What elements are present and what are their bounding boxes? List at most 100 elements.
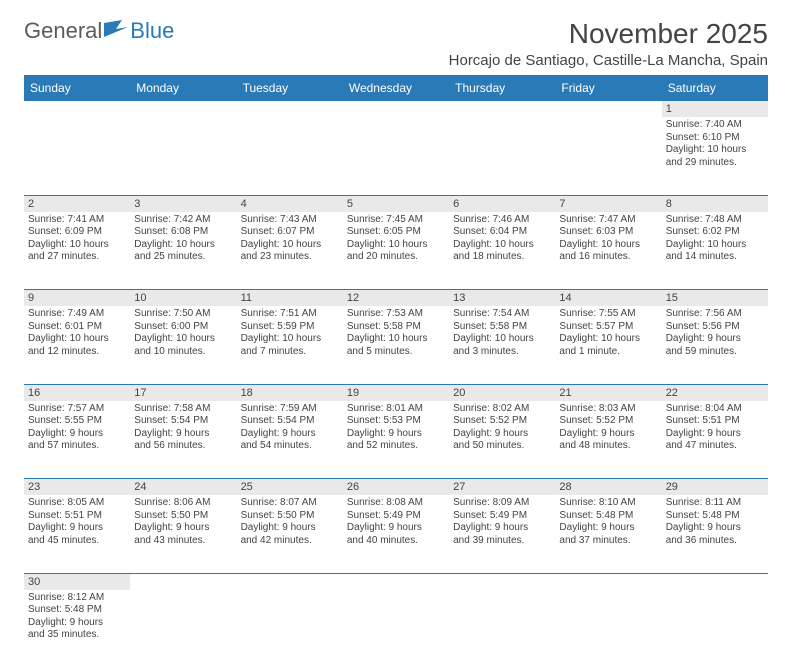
sunrise-text: Sunrise: 8:01 AM — [347, 403, 445, 416]
day-number — [237, 573, 343, 590]
sunset-text: Sunset: 5:54 PM — [241, 415, 339, 428]
daylight-text: Daylight: 10 hours — [134, 333, 232, 346]
sunset-text: Sunset: 5:49 PM — [453, 510, 551, 523]
sunrise-text: Sunrise: 8:03 AM — [559, 403, 657, 416]
day-number: 19 — [343, 384, 449, 401]
sunrise-text: Sunrise: 7:53 AM — [347, 308, 445, 321]
daylight-text: Daylight: 10 hours — [559, 333, 657, 346]
day-details: Sunrise: 7:55 AMSunset: 5:57 PMDaylight:… — [559, 308, 657, 358]
day-number — [24, 101, 130, 117]
day-cell: Sunrise: 8:05 AMSunset: 5:51 PMDaylight:… — [24, 495, 130, 573]
sunset-text: Sunset: 5:54 PM — [134, 415, 232, 428]
day-cell — [130, 590, 236, 668]
day-cell: Sunrise: 7:49 AMSunset: 6:01 PMDaylight:… — [24, 306, 130, 384]
day-cell — [237, 117, 343, 195]
sunrise-text: Sunrise: 7:50 AM — [134, 308, 232, 321]
day-cell — [555, 117, 661, 195]
daylight-text: Daylight: 9 hours — [666, 333, 764, 346]
sunset-text: Sunset: 5:52 PM — [453, 415, 551, 428]
sunset-text: Sunset: 6:04 PM — [453, 226, 551, 239]
day-cell: Sunrise: 7:43 AMSunset: 6:07 PMDaylight:… — [237, 212, 343, 290]
daylight-text: Daylight: 9 hours — [559, 522, 657, 535]
daylight-text: Daylight: 10 hours — [347, 333, 445, 346]
daylight-text: and 23 minutes. — [241, 251, 339, 264]
day-details: Sunrise: 8:12 AMSunset: 5:48 PMDaylight:… — [28, 592, 126, 642]
day-number: 21 — [555, 384, 661, 401]
title-block: November 2025 Horcajo de Santiago, Casti… — [449, 18, 768, 69]
sunset-text: Sunset: 5:51 PM — [28, 510, 126, 523]
daylight-text: Daylight: 9 hours — [559, 428, 657, 441]
day-details: Sunrise: 7:54 AMSunset: 5:58 PMDaylight:… — [453, 308, 551, 358]
day-cell: Sunrise: 7:57 AMSunset: 5:55 PMDaylight:… — [24, 401, 130, 479]
day-number — [662, 573, 768, 590]
day-details: Sunrise: 7:47 AMSunset: 6:03 PMDaylight:… — [559, 214, 657, 264]
day-details: Sunrise: 7:43 AMSunset: 6:07 PMDaylight:… — [241, 214, 339, 264]
week-row: Sunrise: 8:05 AMSunset: 5:51 PMDaylight:… — [24, 495, 768, 573]
day-cell: Sunrise: 7:48 AMSunset: 6:02 PMDaylight:… — [662, 212, 768, 290]
day-cell: Sunrise: 7:42 AMSunset: 6:08 PMDaylight:… — [130, 212, 236, 290]
day-details: Sunrise: 7:40 AMSunset: 6:10 PMDaylight:… — [666, 119, 764, 169]
daylight-text: and 52 minutes. — [347, 440, 445, 453]
header-row: Sunday Monday Tuesday Wednesday Thursday… — [24, 75, 768, 101]
day-details: Sunrise: 7:59 AMSunset: 5:54 PMDaylight:… — [241, 403, 339, 453]
daylight-text: and 14 minutes. — [666, 251, 764, 264]
logo-text-blue: Blue — [130, 18, 174, 44]
day-details: Sunrise: 7:48 AMSunset: 6:02 PMDaylight:… — [666, 214, 764, 264]
daylight-text: Daylight: 10 hours — [241, 333, 339, 346]
sunrise-text: Sunrise: 7:49 AM — [28, 308, 126, 321]
daynum-row: 30 — [24, 573, 768, 590]
day-number: 18 — [237, 384, 343, 401]
day-number: 14 — [555, 290, 661, 307]
daylight-text: Daylight: 9 hours — [666, 428, 764, 441]
sunrise-text: Sunrise: 7:40 AM — [666, 119, 764, 132]
daylight-text: Daylight: 9 hours — [666, 522, 764, 535]
day-cell: Sunrise: 7:54 AMSunset: 5:58 PMDaylight:… — [449, 306, 555, 384]
week-row: Sunrise: 8:12 AMSunset: 5:48 PMDaylight:… — [24, 590, 768, 668]
daynum-row: 16171819202122 — [24, 384, 768, 401]
day-details: Sunrise: 8:01 AMSunset: 5:53 PMDaylight:… — [347, 403, 445, 453]
day-cell: Sunrise: 8:03 AMSunset: 5:52 PMDaylight:… — [555, 401, 661, 479]
sunset-text: Sunset: 5:48 PM — [559, 510, 657, 523]
daylight-text: and 42 minutes. — [241, 535, 339, 548]
daylight-text: and 27 minutes. — [28, 251, 126, 264]
sunrise-text: Sunrise: 8:09 AM — [453, 497, 551, 510]
logo-text-general: General — [24, 18, 102, 44]
sunset-text: Sunset: 6:05 PM — [347, 226, 445, 239]
daylight-text: Daylight: 10 hours — [347, 239, 445, 252]
sunrise-text: Sunrise: 7:46 AM — [453, 214, 551, 227]
sunrise-text: Sunrise: 7:59 AM — [241, 403, 339, 416]
sunset-text: Sunset: 5:55 PM — [28, 415, 126, 428]
sunset-text: Sunset: 6:09 PM — [28, 226, 126, 239]
day-cell: Sunrise: 7:45 AMSunset: 6:05 PMDaylight:… — [343, 212, 449, 290]
sunset-text: Sunset: 6:01 PM — [28, 321, 126, 334]
daynum-row: 2345678 — [24, 195, 768, 212]
day-number: 17 — [130, 384, 236, 401]
day-number: 25 — [237, 479, 343, 496]
day-details: Sunrise: 7:56 AMSunset: 5:56 PMDaylight:… — [666, 308, 764, 358]
day-cell — [662, 590, 768, 668]
sunrise-text: Sunrise: 7:58 AM — [134, 403, 232, 416]
day-number: 22 — [662, 384, 768, 401]
day-details: Sunrise: 7:46 AMSunset: 6:04 PMDaylight:… — [453, 214, 551, 264]
daylight-text: Daylight: 10 hours — [241, 239, 339, 252]
day-details: Sunrise: 7:51 AMSunset: 5:59 PMDaylight:… — [241, 308, 339, 358]
day-number — [449, 573, 555, 590]
day-number: 24 — [130, 479, 236, 496]
day-cell: Sunrise: 7:50 AMSunset: 6:00 PMDaylight:… — [130, 306, 236, 384]
daylight-text: Daylight: 9 hours — [241, 522, 339, 535]
day-number — [237, 101, 343, 117]
day-cell: Sunrise: 8:09 AMSunset: 5:49 PMDaylight:… — [449, 495, 555, 573]
col-sunday: Sunday — [24, 75, 130, 101]
daylight-text: Daylight: 9 hours — [347, 522, 445, 535]
daylight-text: and 40 minutes. — [347, 535, 445, 548]
day-number: 12 — [343, 290, 449, 307]
sunrise-text: Sunrise: 7:56 AM — [666, 308, 764, 321]
col-saturday: Saturday — [662, 75, 768, 101]
sunrise-text: Sunrise: 7:57 AM — [28, 403, 126, 416]
day-details: Sunrise: 7:42 AMSunset: 6:08 PMDaylight:… — [134, 214, 232, 264]
day-details: Sunrise: 7:49 AMSunset: 6:01 PMDaylight:… — [28, 308, 126, 358]
day-cell — [343, 117, 449, 195]
daylight-text: and 20 minutes. — [347, 251, 445, 264]
daylight-text: Daylight: 9 hours — [28, 428, 126, 441]
day-cell: Sunrise: 8:11 AMSunset: 5:48 PMDaylight:… — [662, 495, 768, 573]
